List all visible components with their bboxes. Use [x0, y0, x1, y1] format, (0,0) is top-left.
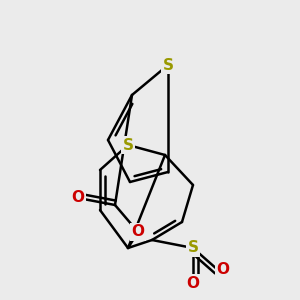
Text: O: O [217, 262, 230, 278]
Text: O: O [71, 190, 85, 206]
Text: O: O [131, 224, 145, 239]
Text: S: S [163, 58, 173, 73]
Text: S: S [188, 241, 199, 256]
Text: S: S [122, 137, 134, 152]
Text: O: O [187, 275, 200, 290]
